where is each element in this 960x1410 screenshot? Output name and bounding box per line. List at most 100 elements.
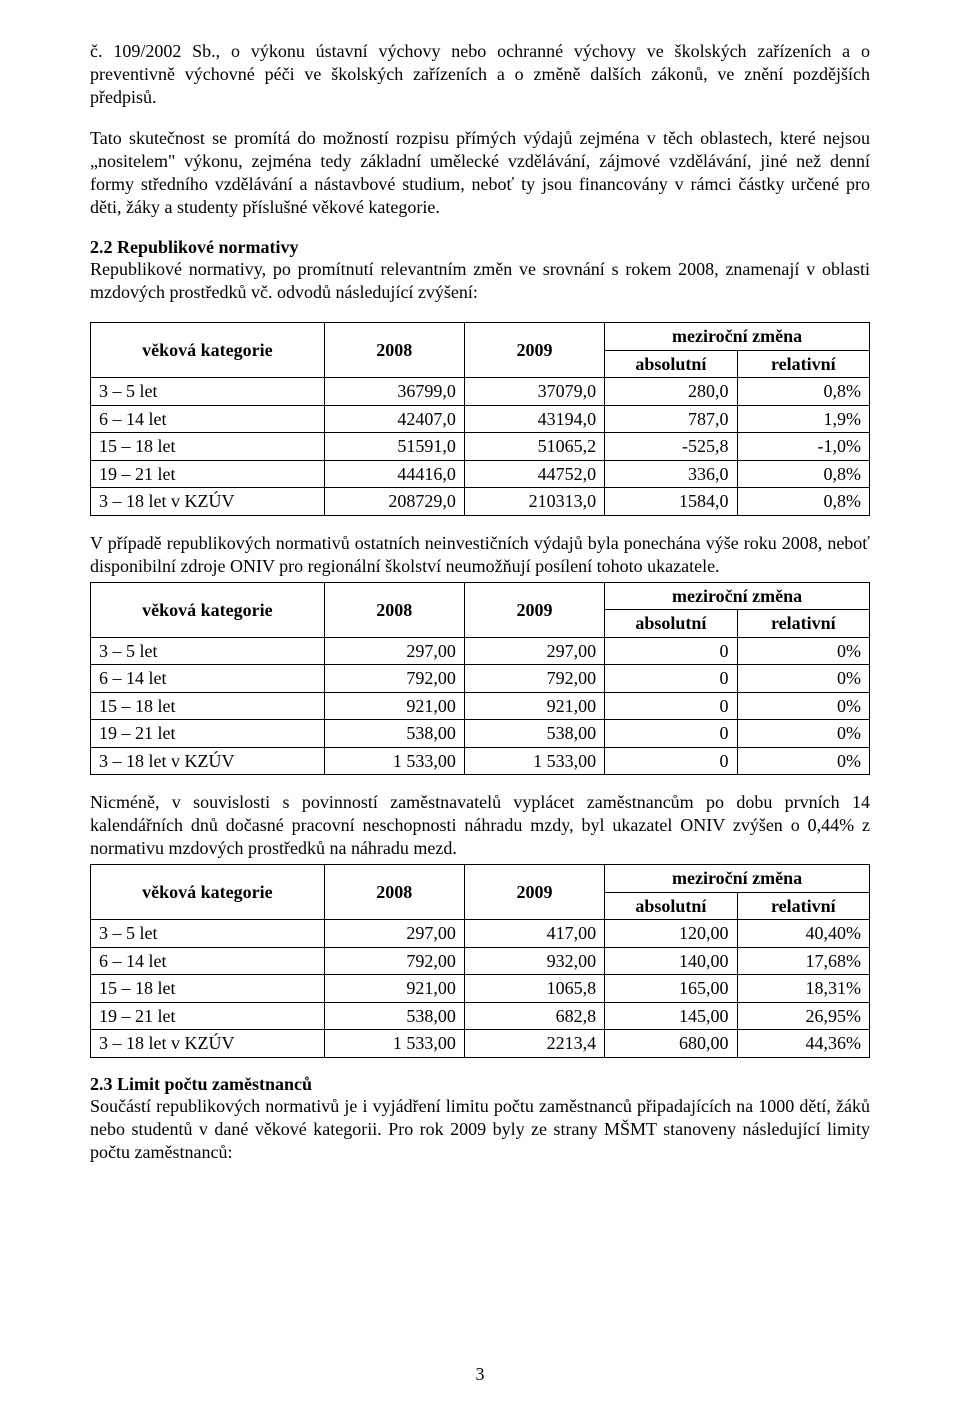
cell-value: 165,00: [605, 975, 737, 1003]
th-change: meziroční změna: [605, 323, 870, 351]
table-row: 19 – 21 let538,00538,0000%: [91, 720, 870, 748]
cell-category: 15 – 18 let: [91, 975, 325, 1003]
cell-value: 0: [605, 692, 737, 720]
cell-value: 0,8%: [737, 460, 869, 488]
page: č. 109/2002 Sb., o výkonu ústavní výchov…: [0, 0, 960, 1410]
table-3-body: 3 – 5 let297,00417,00120,0040,40%6 – 14 …: [91, 920, 870, 1058]
cell-value: 42407,0: [324, 405, 464, 433]
cell-value: 921,00: [324, 975, 464, 1003]
cell-category: 3 – 5 let: [91, 920, 325, 948]
th-change: meziroční změna: [605, 865, 870, 893]
cell-category: 3 – 18 let v KZÚV: [91, 747, 325, 775]
cell-value: 0: [605, 747, 737, 775]
table-row: 3 – 5 let297,00297,0000%: [91, 637, 870, 665]
cell-value: 208729,0: [324, 488, 464, 516]
cell-value: -525,8: [605, 433, 737, 461]
table-row: 15 – 18 let51591,051065,2-525,8-1,0%: [91, 433, 870, 461]
table-row: 15 – 18 let921,001065,8165,0018,31%: [91, 975, 870, 1003]
cell-value: 36799,0: [324, 378, 464, 406]
cell-value: 145,00: [605, 1002, 737, 1030]
table-row: 6 – 14 let792,00792,0000%: [91, 665, 870, 693]
cell-value: 792,00: [324, 665, 464, 693]
cell-value: 1584,0: [605, 488, 737, 516]
cell-value: 0: [605, 720, 737, 748]
cell-value: 2213,4: [464, 1030, 604, 1058]
cell-category: 15 – 18 let: [91, 692, 325, 720]
cell-value: 680,00: [605, 1030, 737, 1058]
paragraph-oniv: V případě republikových normativů ostatn…: [90, 532, 870, 578]
paragraph-2-2: Republikové normativy, po promítnutí rel…: [90, 258, 870, 304]
cell-category: 6 – 14 let: [91, 405, 325, 433]
cell-value: 44416,0: [324, 460, 464, 488]
cell-value: 921,00: [324, 692, 464, 720]
cell-category: 19 – 21 let: [91, 460, 325, 488]
cell-category: 19 – 21 let: [91, 720, 325, 748]
table-row: 3 – 18 let v KZÚV1 533,001 533,0000%: [91, 747, 870, 775]
cell-value: 538,00: [324, 720, 464, 748]
cell-category: 3 – 18 let v KZÚV: [91, 488, 325, 516]
table-1: věková kategorie 2008 2009 meziroční změ…: [90, 322, 870, 516]
cell-value: 37079,0: [464, 378, 604, 406]
cell-category: 6 – 14 let: [91, 665, 325, 693]
cell-category: 3 – 18 let v KZÚV: [91, 1030, 325, 1058]
th-category: věková kategorie: [91, 323, 325, 378]
table-row: 15 – 18 let921,00921,0000%: [91, 692, 870, 720]
cell-value: 417,00: [464, 920, 604, 948]
table-3: věková kategorie 2008 2009 meziroční změ…: [90, 864, 870, 1058]
cell-value: 1,9%: [737, 405, 869, 433]
cell-value: 787,0: [605, 405, 737, 433]
th-2008: 2008: [324, 865, 464, 920]
th-change: meziroční změna: [605, 582, 870, 610]
cell-value: 336,0: [605, 460, 737, 488]
cell-value: 44752,0: [464, 460, 604, 488]
cell-value: 1 533,00: [324, 747, 464, 775]
table-2-body: 3 – 5 let297,00297,0000%6 – 14 let792,00…: [91, 637, 870, 775]
cell-value: 51065,2: [464, 433, 604, 461]
cell-value: 297,00: [464, 637, 604, 665]
cell-value: 17,68%: [737, 947, 869, 975]
cell-value: 280,0: [605, 378, 737, 406]
paragraph-intro-1: č. 109/2002 Sb., o výkonu ústavní výchov…: [90, 40, 870, 109]
th-category: věková kategorie: [91, 582, 325, 637]
cell-value: 0%: [737, 665, 869, 693]
cell-value: 792,00: [464, 665, 604, 693]
table-2: věková kategorie 2008 2009 meziroční změ…: [90, 582, 870, 776]
cell-value: 932,00: [464, 947, 604, 975]
cell-value: 538,00: [324, 1002, 464, 1030]
cell-value: 18,31%: [737, 975, 869, 1003]
cell-value: 0%: [737, 637, 869, 665]
cell-value: 0: [605, 665, 737, 693]
paragraph-oniv-increase: Nicméně, v souvislosti s povinností zamě…: [90, 791, 870, 860]
cell-value: 0,8%: [737, 378, 869, 406]
section-2-2: 2.2 Republikové normativy Republikové no…: [90, 237, 870, 304]
table-row: 3 – 5 let297,00417,00120,0040,40%: [91, 920, 870, 948]
cell-value: 140,00: [605, 947, 737, 975]
th-absolute: absolutní: [605, 892, 737, 920]
table-row: 3 – 5 let36799,037079,0280,00,8%: [91, 378, 870, 406]
table-row: 19 – 21 let44416,044752,0336,00,8%: [91, 460, 870, 488]
cell-value: 0%: [737, 692, 869, 720]
cell-value: 210313,0: [464, 488, 604, 516]
cell-value: 120,00: [605, 920, 737, 948]
cell-value: 682,8: [464, 1002, 604, 1030]
cell-value: 921,00: [464, 692, 604, 720]
th-relative: relativní: [737, 610, 869, 638]
cell-value: 792,00: [324, 947, 464, 975]
cell-value: 297,00: [324, 920, 464, 948]
th-2009: 2009: [464, 865, 604, 920]
th-relative: relativní: [737, 892, 869, 920]
th-2008: 2008: [324, 323, 464, 378]
cell-value: 43194,0: [464, 405, 604, 433]
th-2008: 2008: [324, 582, 464, 637]
cell-value: 297,00: [324, 637, 464, 665]
cell-value: 40,40%: [737, 920, 869, 948]
cell-value: 1065,8: [464, 975, 604, 1003]
heading-2-2: 2.2 Republikové normativy: [90, 237, 870, 258]
cell-value: 0%: [737, 747, 869, 775]
paragraph-2-3: Součástí republikových normativů je i vy…: [90, 1095, 870, 1164]
table-row: 3 – 18 let v KZÚV1 533,002213,4680,0044,…: [91, 1030, 870, 1058]
th-absolute: absolutní: [605, 350, 737, 378]
table-row: 6 – 14 let42407,043194,0787,01,9%: [91, 405, 870, 433]
th-2009: 2009: [464, 323, 604, 378]
table-row: 6 – 14 let792,00932,00140,0017,68%: [91, 947, 870, 975]
